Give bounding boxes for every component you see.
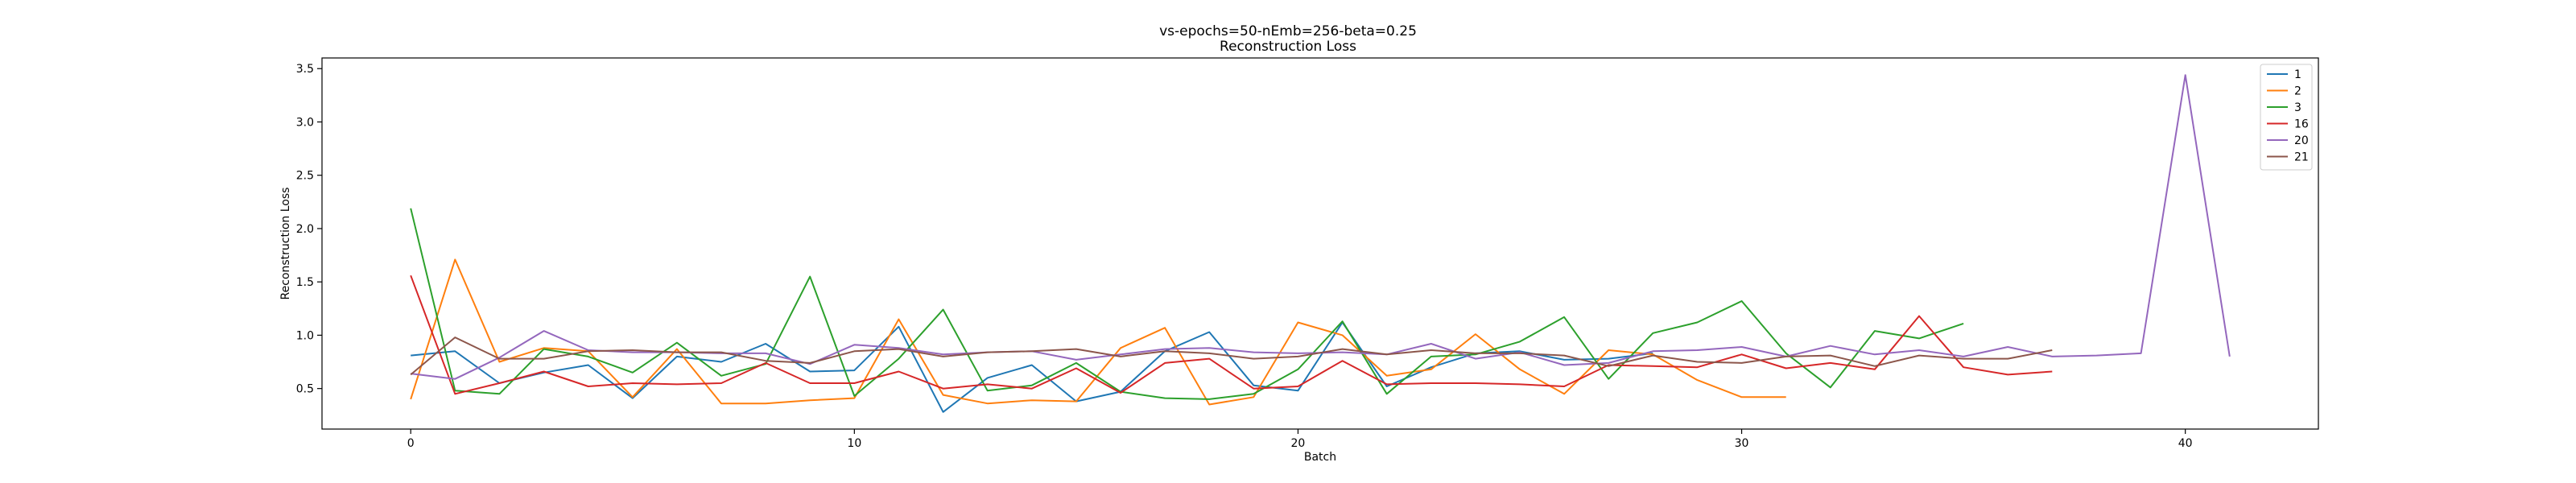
x-tick-label: 40: [2178, 437, 2193, 450]
chart-title: vs-epochs=50-nEmb=256-beta=0.25: [1159, 23, 1417, 39]
y-tick-label: 3.0: [296, 116, 314, 129]
y-axis-label: Reconstruction Loss: [279, 188, 292, 300]
legend: 1 2 3 16 20 21: [2260, 64, 2313, 171]
series-line-20: [411, 74, 2231, 380]
plot-frame: [321, 57, 2319, 430]
x-axis-label: Batch: [1304, 451, 1336, 464]
series-line-1: [411, 321, 1653, 413]
series-line-16: [410, 275, 2053, 395]
y-tick-label: 2.0: [296, 223, 314, 236]
series-line-3: [410, 208, 1964, 400]
x-tick-label: 0: [407, 437, 415, 450]
x-tick-label: 10: [847, 437, 861, 450]
legend-label-16: 16: [2294, 118, 2309, 131]
legend-label-3: 3: [2294, 101, 2301, 114]
y-tick-label: 2.5: [296, 170, 314, 183]
y-tick-label: 3.5: [296, 63, 314, 76]
x-tick-label: 30: [1735, 437, 1749, 450]
y-axis: 0.5 1.0 1.5 2.0 2.5 3.0 3.5: [296, 63, 322, 396]
y-tick-label: 1.0: [296, 329, 314, 342]
x-tick-label: 20: [1291, 437, 1306, 450]
chart-subtitle: Reconstruction Loss: [1220, 39, 1356, 55]
y-tick-label: 1.5: [296, 276, 314, 289]
legend-label-21: 21: [2294, 151, 2309, 164]
series-line-21: [410, 336, 2053, 376]
series-layer: [410, 74, 2231, 413]
legend-label-20: 20: [2294, 134, 2309, 147]
legend-label-2: 2: [2294, 85, 2301, 98]
x-axis: 0 10 20 30 40: [407, 429, 2193, 450]
series-line-2: [410, 258, 1786, 406]
legend-label-1: 1: [2294, 68, 2301, 81]
y-tick-label: 0.5: [296, 383, 314, 396]
